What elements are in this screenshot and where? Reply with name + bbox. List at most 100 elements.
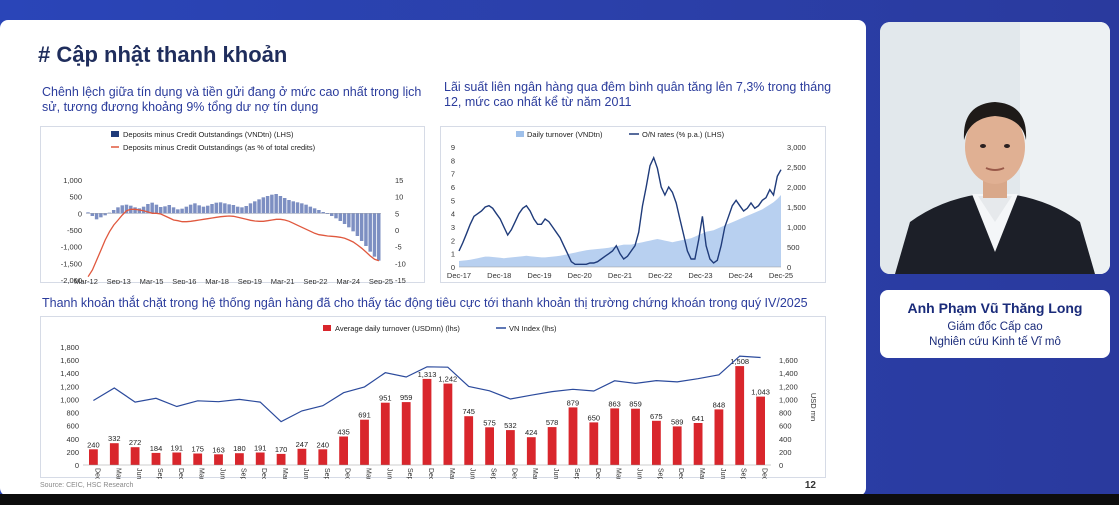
data-label: 745 bbox=[462, 407, 475, 416]
y-right-tick: 1,500 bbox=[787, 203, 806, 212]
data-label: 424 bbox=[525, 428, 538, 437]
bar bbox=[111, 210, 116, 214]
presenter-video bbox=[880, 22, 1110, 274]
bar bbox=[318, 449, 328, 465]
chart-turnover-panel: Average daily turnover (USDmn) (lhs) VN I… bbox=[40, 316, 826, 491]
y-right-tick: 1,600 bbox=[779, 356, 798, 365]
bar bbox=[201, 206, 206, 214]
y-left-tick: 1,200 bbox=[60, 382, 79, 391]
bar bbox=[184, 206, 189, 214]
bar bbox=[312, 208, 317, 214]
x-tick: Mar-15 bbox=[140, 277, 164, 284]
bar bbox=[86, 212, 90, 214]
bar bbox=[248, 203, 253, 214]
x-tick: Sep-19 bbox=[238, 277, 262, 284]
chart-interbank: Daily turnover (VNDtn) O/N rates (% p.a.)… bbox=[447, 130, 806, 280]
bar bbox=[99, 213, 103, 218]
y-right-tick: 0 bbox=[787, 263, 791, 272]
bar bbox=[206, 205, 210, 214]
bar bbox=[167, 205, 172, 214]
y-right-tick: 0 bbox=[779, 461, 783, 470]
bar bbox=[347, 213, 351, 228]
y-right-tick: 500 bbox=[787, 243, 800, 252]
x-tick: Dec-21 bbox=[608, 271, 632, 280]
data-label: 247 bbox=[296, 440, 309, 449]
x-tick: Sep-22 bbox=[303, 277, 327, 284]
caption-credit-deposit: Chênh lệch giữa tín dụng và tiền gửi đan… bbox=[42, 85, 422, 114]
bar bbox=[107, 212, 112, 214]
bar bbox=[317, 210, 321, 214]
x-tick: Jun-22 bbox=[469, 468, 476, 479]
bar bbox=[297, 448, 307, 465]
y-right-tick: -15 bbox=[395, 276, 406, 284]
bar bbox=[154, 204, 159, 214]
y-left-tick: 1,400 bbox=[60, 369, 79, 378]
x-tick: Mar-22 bbox=[448, 468, 455, 479]
x-tick: Dec-18 bbox=[487, 271, 511, 280]
data-label: 240 bbox=[87, 440, 100, 449]
x-tick: Sep-23 bbox=[573, 468, 580, 479]
bar bbox=[308, 206, 313, 214]
y-right-tick: 10 bbox=[395, 193, 403, 202]
bar bbox=[193, 203, 197, 214]
data-label: 240 bbox=[317, 440, 330, 449]
y-left-tick: 200 bbox=[66, 448, 79, 457]
bar bbox=[240, 207, 244, 214]
y-right-tick: 2,000 bbox=[787, 183, 806, 192]
x-tick: Dec-18 bbox=[177, 468, 184, 479]
y-left-tick: 800 bbox=[66, 409, 79, 418]
y-left-tick: 1,800 bbox=[60, 343, 79, 352]
bar bbox=[163, 206, 167, 214]
y-right-tick: 1,000 bbox=[787, 223, 806, 232]
x-tick: Dec-20 bbox=[344, 468, 351, 479]
y-left-tick: 2 bbox=[451, 236, 455, 245]
x-tick: Dec-25 bbox=[769, 271, 793, 280]
bar bbox=[89, 449, 98, 465]
data-label: 879 bbox=[567, 398, 580, 407]
bar bbox=[193, 453, 203, 465]
bar bbox=[359, 213, 364, 241]
data-label: 1,043 bbox=[751, 388, 770, 397]
y-left-tick: -1,000 bbox=[61, 243, 82, 252]
bar bbox=[235, 453, 244, 465]
bar bbox=[355, 213, 360, 236]
data-label: 184 bbox=[150, 444, 163, 453]
bar bbox=[672, 426, 682, 465]
x-tick: Mar-21 bbox=[271, 277, 295, 284]
data-label: 675 bbox=[650, 412, 663, 421]
bar bbox=[282, 198, 287, 214]
series-line-vnindex bbox=[93, 355, 761, 423]
bar bbox=[172, 452, 182, 465]
bar bbox=[265, 196, 270, 214]
bar bbox=[133, 207, 137, 214]
legend-label-rate: O/N rates (% p.a.) (LHS) bbox=[642, 130, 725, 139]
presenter-title-2: Nghiên cứu Kinh tế Vĩ mô bbox=[929, 336, 1061, 348]
slide: # Cập nhật thanh khoản Chênh lệch giữa t… bbox=[0, 20, 866, 496]
bar bbox=[109, 443, 119, 465]
y-left-tick: 7 bbox=[451, 170, 455, 179]
bar bbox=[321, 212, 325, 214]
y-left-tick: 5 bbox=[451, 196, 455, 205]
bar bbox=[287, 200, 291, 214]
bar bbox=[422, 378, 432, 465]
bar bbox=[278, 196, 283, 214]
x-tick: Mar-21 bbox=[364, 468, 371, 479]
x-tick: Jun-21 bbox=[385, 468, 392, 479]
x-tick: Sep-20 bbox=[323, 468, 330, 479]
slide-title: # Cập nhật thanh khoản bbox=[38, 42, 288, 67]
caption-liquidity: Thanh khoản thắt chặt trong hệ thống ngâ… bbox=[42, 296, 808, 310]
y-right-tick: 15 bbox=[395, 176, 403, 185]
bar bbox=[188, 204, 193, 214]
bar bbox=[276, 453, 286, 465]
y-left-tick: 0 bbox=[451, 263, 455, 272]
legend-swatch-turnover bbox=[323, 325, 331, 331]
presenter-name-card: Anh Phạm Vũ Thăng Long Giám đốc Cấp cao … bbox=[880, 290, 1110, 358]
bar bbox=[401, 402, 411, 465]
bar bbox=[130, 447, 140, 465]
bar bbox=[158, 207, 163, 214]
bar bbox=[210, 204, 214, 214]
y-right-tick: 0 bbox=[395, 226, 399, 235]
x-tick: Dec-17 bbox=[447, 271, 471, 280]
x-tick: Dec-17 bbox=[93, 468, 100, 479]
bar bbox=[176, 209, 180, 214]
